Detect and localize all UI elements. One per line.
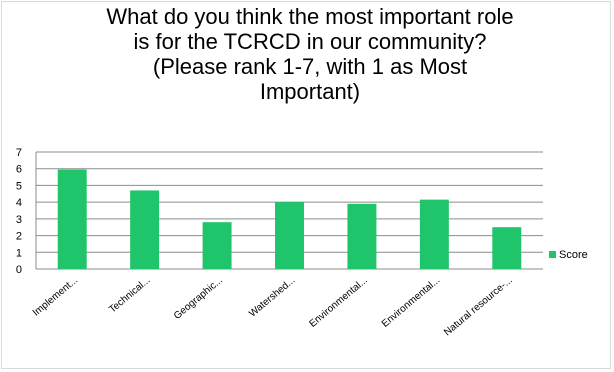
bar bbox=[347, 203, 377, 269]
bar bbox=[492, 227, 522, 269]
x-category-label: Natural resource-... bbox=[442, 275, 515, 338]
bar bbox=[57, 169, 87, 269]
chart-title-line: is for the TCRCD in our community? bbox=[133, 29, 487, 54]
y-tick-label: 5 bbox=[16, 180, 22, 192]
x-category-label: Technical... bbox=[107, 275, 152, 316]
y-tick-label: 3 bbox=[16, 214, 22, 226]
y-tick-label: 4 bbox=[16, 197, 22, 209]
y-tick-label: 1 bbox=[16, 247, 22, 259]
bar bbox=[202, 222, 232, 269]
y-tick-label: 0 bbox=[16, 264, 22, 276]
chart-title: What do you think the most important rol… bbox=[20, 4, 600, 104]
y-tick-label: 7 bbox=[16, 147, 22, 159]
legend-label: Score bbox=[559, 249, 588, 261]
bar bbox=[130, 190, 160, 269]
y-tick-label: 2 bbox=[16, 231, 22, 243]
x-category-label: Geographic... bbox=[172, 275, 225, 322]
chart-title-line: What do you think the most important rol… bbox=[106, 4, 514, 29]
x-category-label: Environmental... bbox=[380, 275, 442, 330]
chart-title-line: Important) bbox=[259, 79, 361, 104]
bar bbox=[275, 202, 304, 269]
x-category-label: Implement... bbox=[31, 275, 80, 319]
x-category-label: Environmental... bbox=[307, 275, 369, 330]
x-category-label: Watershed... bbox=[247, 275, 297, 320]
y-tick-label: 6 bbox=[16, 164, 22, 176]
chart-title-line: (Please rank 1-7, with 1 as Most bbox=[152, 54, 468, 79]
legend-swatch bbox=[549, 251, 556, 258]
bar bbox=[419, 199, 449, 269]
